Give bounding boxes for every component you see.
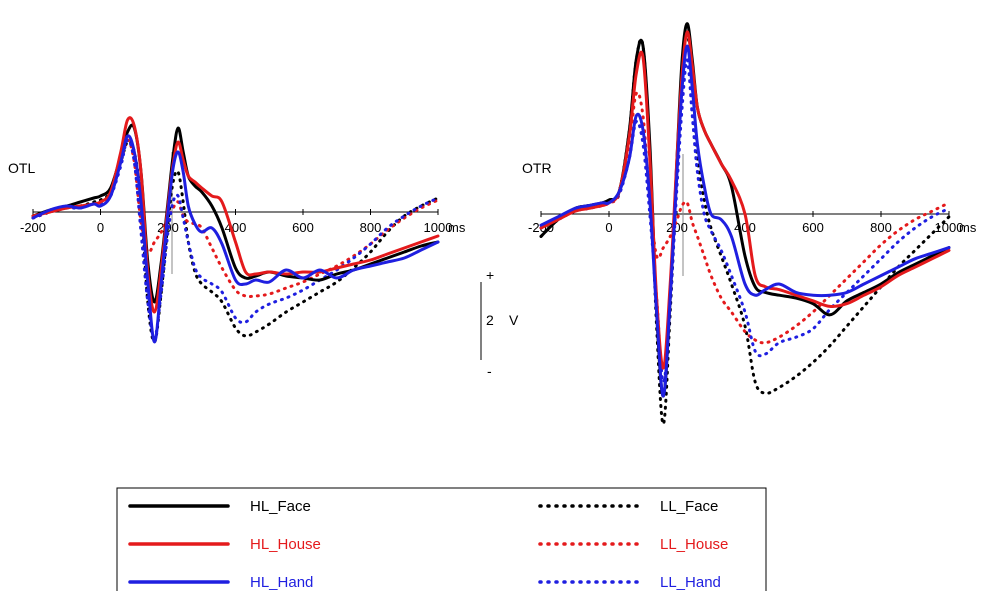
x-tick-label: 1000: [935, 220, 964, 235]
x-tick-label: 0: [97, 220, 104, 235]
x-tick-label: 200: [666, 220, 688, 235]
legend-label: HL_House: [250, 536, 321, 553]
x-tick-label: 600: [292, 220, 314, 235]
series-line-hl-hand: [31, 134, 440, 344]
scale-unit: V: [509, 312, 519, 328]
x-tick-label: 1000: [424, 220, 453, 235]
x-tick-label: 800: [360, 220, 382, 235]
series-line-ll-house: [539, 90, 951, 345]
scale-minus: -: [487, 363, 492, 379]
x-tick-label: 800: [870, 220, 892, 235]
legend-label: LL_Face: [660, 498, 718, 515]
panel-label: OTR: [522, 160, 552, 176]
x-unit-label: ms: [959, 220, 977, 235]
legend-label: LL_House: [660, 536, 728, 553]
legend-label: LL_Hand: [660, 574, 721, 591]
legend-box: [116, 487, 767, 591]
x-tick-label: -200: [20, 220, 46, 235]
scale-value: 2: [486, 312, 494, 328]
x-tick-label: 600: [802, 220, 824, 235]
legend-label: HL_Hand: [250, 574, 313, 591]
amplitude-scale: + 2 V -: [480, 267, 519, 379]
legend-label: HL_Face: [250, 498, 311, 515]
series-line-ll-house: [31, 138, 440, 299]
x-tick-label: 0: [605, 220, 612, 235]
legend: HL_Face LL_Face HL_House LL_House HL_Hand LL_…: [116, 487, 767, 591]
panel-label: OTL: [8, 160, 35, 176]
series-line-hl-hand: [539, 44, 951, 398]
series-line-hl-house: [539, 30, 951, 370]
x-unit-label: ms: [448, 220, 466, 235]
scale-plus: +: [486, 267, 494, 283]
